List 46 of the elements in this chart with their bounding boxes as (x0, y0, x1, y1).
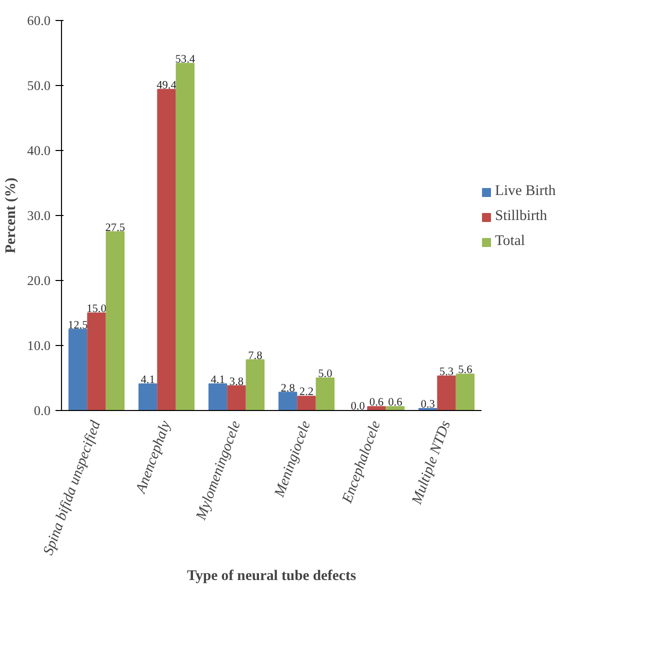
bar (138, 383, 158, 410)
y-tick-label: 10.0 (27, 338, 51, 353)
bar (106, 231, 125, 410)
y-tick-label: 50.0 (27, 78, 51, 93)
bar (176, 62, 195, 410)
bar (386, 406, 405, 410)
data-label: 4.1 (210, 374, 225, 386)
data-label: 49.4 (156, 79, 177, 92)
x-tick-label: Multiple NTDs (408, 418, 454, 508)
bar (68, 328, 88, 410)
data-label: 5.3 (439, 366, 454, 378)
bar (297, 396, 316, 410)
y-tick-label: 40.0 (27, 143, 51, 158)
data-label: 27.5 (105, 222, 126, 234)
data-label: 7.8 (248, 350, 263, 362)
bar (316, 378, 335, 410)
data-label: 5.6 (458, 364, 473, 376)
y-axis-title: Percent (%) (3, 177, 20, 254)
data-label: 0.3 (420, 398, 436, 411)
bar (437, 376, 456, 410)
y-tick-label: 0.0 (34, 403, 51, 418)
data-label: 2.2 (299, 386, 314, 398)
data-label: 4.1 (140, 374, 155, 386)
bar (456, 374, 475, 410)
legend-label: Live Birth (495, 183, 556, 200)
bar (278, 392, 298, 410)
y-tick-label: 60.0 (27, 13, 51, 28)
data-label: 53.4 (175, 53, 196, 66)
data-label: 15.0 (86, 303, 107, 315)
data-label: 0.6 (388, 396, 403, 409)
x-axis-title: Type of neural tube defects (186, 568, 356, 584)
data-label: 3.8 (229, 376, 244, 388)
bar (246, 359, 265, 410)
bar (367, 406, 386, 410)
bar (157, 88, 176, 410)
data-label: 2.8 (280, 382, 296, 394)
data-label: 0.6 (369, 396, 384, 409)
data-label: 0.0 (350, 400, 366, 412)
bar (227, 385, 246, 410)
data-label: 5.0 (318, 368, 333, 380)
y-tick-label: 20.0 (27, 273, 51, 288)
bar (87, 312, 106, 410)
legend-label: Stillbirth (495, 208, 548, 225)
y-tick-label: 30.0 (27, 208, 51, 223)
legend-label: Total (495, 233, 525, 250)
bar (208, 383, 228, 410)
